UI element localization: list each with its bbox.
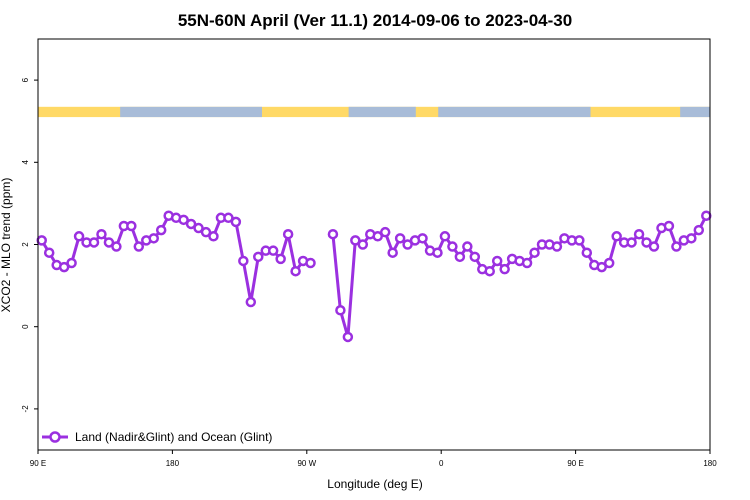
data-point — [208, 231, 219, 242]
data-point — [641, 237, 652, 248]
data-point — [447, 241, 458, 252]
data-point — [387, 247, 398, 258]
data-point — [686, 233, 697, 244]
data-point — [342, 331, 354, 343]
data-point — [551, 241, 563, 252]
data-point — [253, 251, 264, 263]
data-point — [230, 216, 242, 228]
land-ocean-band — [38, 106, 710, 118]
data-point — [574, 235, 585, 246]
data-point — [663, 220, 675, 232]
data-point — [671, 241, 682, 252]
y-tick-label-1: 0 — [21, 324, 30, 329]
data-point — [529, 247, 540, 258]
data-point — [417, 233, 428, 244]
band-ocean-2 — [438, 106, 591, 118]
y-tick-label-0: -2 — [21, 405, 30, 413]
data-point — [238, 255, 249, 267]
data-point — [596, 261, 607, 273]
data-point — [36, 235, 47, 246]
chart-title: 55N-60N April (Ver 11.1) 2014-09-06 to 2… — [178, 11, 572, 30]
data-point — [267, 245, 279, 256]
x-tick-label-1: 180 — [166, 459, 180, 468]
data-point — [185, 218, 197, 230]
data-point — [43, 247, 55, 258]
data-point — [88, 237, 100, 248]
x-axis-label: Longitude (deg E) — [327, 477, 422, 491]
data-point — [148, 233, 159, 244]
data-point — [394, 233, 406, 244]
data-point — [454, 251, 466, 263]
data-point — [155, 224, 167, 236]
data-point — [357, 239, 369, 250]
data-point — [469, 251, 481, 263]
data-point — [96, 228, 107, 240]
data-point — [305, 257, 316, 269]
data-point — [491, 255, 503, 267]
data-point — [327, 228, 339, 240]
x-tick-label-0: 90 E — [30, 459, 46, 468]
data-point — [275, 253, 286, 265]
data-point — [200, 226, 212, 238]
x-tick-label-2: 90 W — [297, 459, 316, 468]
data-point — [439, 231, 451, 242]
data-point — [282, 228, 294, 240]
band-ocean-3 — [680, 106, 710, 118]
data-point — [521, 257, 533, 269]
y-tick-label-3: 4 — [21, 160, 30, 165]
data-point — [648, 241, 660, 252]
data-point — [462, 241, 473, 252]
y-tick-label-2: 2 — [21, 242, 30, 247]
data-point — [245, 296, 257, 308]
y-tick-label-4: 6 — [21, 77, 30, 82]
data-point — [178, 214, 189, 226]
y-axis: -2 0 2 4 6 — [21, 77, 38, 412]
data-point — [499, 263, 510, 275]
data-point — [73, 231, 85, 242]
data-point — [290, 265, 301, 277]
data-point — [350, 235, 361, 246]
data-point — [335, 305, 346, 316]
data-point — [581, 247, 593, 258]
data-point — [633, 228, 645, 240]
data-point — [402, 239, 413, 250]
data-point — [111, 241, 122, 252]
data-point — [693, 224, 705, 236]
y-axis-label: XCO2 - MLO trend (ppm) — [0, 178, 13, 313]
x-tick-label-3: 0 — [439, 459, 444, 468]
data-point — [103, 237, 115, 248]
data-point — [223, 212, 234, 224]
data-point — [372, 231, 383, 242]
data-point — [432, 247, 443, 258]
data-point — [701, 210, 712, 221]
data-point — [603, 257, 615, 269]
data-point — [193, 222, 204, 234]
data-point — [611, 231, 622, 242]
series-line-0-0 — [40, 214, 311, 304]
legend-marker — [49, 431, 61, 443]
band-ocean-0 — [120, 106, 262, 118]
data-point — [484, 265, 495, 277]
data-point — [58, 261, 70, 273]
data-point — [66, 257, 77, 269]
legend: Land (Nadir&Glint) and Ocean (Glint) — [42, 430, 272, 444]
legend-entry: Land (Nadir&Glint) and Ocean (Glint) — [75, 430, 272, 444]
x-tick-label-4: 90 E — [567, 459, 583, 468]
series-layer — [36, 210, 712, 343]
x-axis: 90 E 180 90 W 0 90 E 180 — [30, 450, 717, 468]
x-tick-label-5: 180 — [703, 459, 717, 468]
data-point — [126, 220, 137, 232]
data-point — [133, 241, 145, 252]
band-ocean-1 — [348, 106, 416, 118]
data-point — [379, 226, 391, 238]
data-point — [626, 237, 637, 248]
